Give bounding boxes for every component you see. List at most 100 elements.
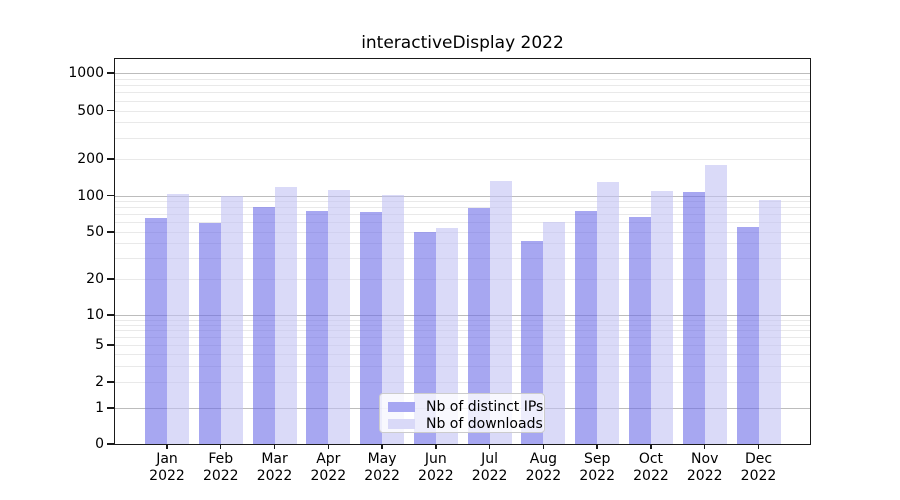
gridline-minor <box>115 85 810 87</box>
gridline-minor <box>115 122 810 124</box>
x-tick-month: Jul <box>481 451 499 467</box>
y-tick-label: 500 <box>77 102 104 119</box>
x-tick-year: 2022 <box>740 468 777 484</box>
x-tick-label: Jan 2022 <box>135 451 199 485</box>
x-tick-year: 2022 <box>471 468 508 484</box>
x-tick-year: 2022 <box>686 468 723 484</box>
x-tick-year: 2022 <box>202 468 239 484</box>
gridline-minor <box>115 279 810 280</box>
x-tick-year: 2022 <box>364 468 400 484</box>
y-tick-mark <box>107 278 114 280</box>
gridline-minor <box>115 78 810 80</box>
x-tick-year: 2022 <box>418 468 454 484</box>
gridline-minor <box>115 330 810 332</box>
x-tick-year: 2022 <box>525 468 562 484</box>
y-tick-mark <box>107 344 114 346</box>
x-tick-month: Dec <box>744 451 773 467</box>
gridline-minor <box>115 214 810 216</box>
x-tick-label: May 2022 <box>350 451 414 485</box>
x-tick-mark <box>381 444 383 449</box>
bar-distinct-ips-jul <box>467 207 490 444</box>
gridline-minor <box>115 159 810 160</box>
x-tick-label: Nov 2022 <box>673 451 737 485</box>
gridline-minor <box>115 365 810 367</box>
x-tick-month: Aug <box>529 451 558 467</box>
bar-downloads-may <box>382 194 405 444</box>
x-tick-label: Apr 2022 <box>296 451 360 485</box>
legend-row: Nb of distinct IPs <box>380 399 544 415</box>
x-tick-month: May <box>367 451 397 467</box>
x-tick-label: Jun 2022 <box>404 451 468 485</box>
gridline-minor <box>115 354 810 355</box>
gridline-minor <box>115 319 810 321</box>
x-tick-mark <box>273 444 276 449</box>
y-tick-label: 2 <box>95 374 104 390</box>
legend-row: Nb of downloads <box>380 416 544 432</box>
y-tick-mark <box>107 109 114 112</box>
x-tick-label: Feb 2022 <box>189 451 253 485</box>
x-tick-year: 2022 <box>256 468 293 484</box>
y-tick-mark <box>107 381 114 383</box>
legend-swatch-downloads <box>388 419 415 429</box>
y-tick-mark <box>107 407 114 409</box>
gridline-major <box>115 73 810 74</box>
legend-label: Nb of downloads <box>426 416 543 432</box>
gridline-minor <box>115 258 810 260</box>
x-tick-label: Oct 2022 <box>619 451 683 485</box>
y-tick-label: 50 <box>86 224 104 240</box>
x-tick-mark <box>596 444 598 449</box>
gridline-major <box>115 195 810 197</box>
legend-swatch-distinct-ips <box>388 402 415 412</box>
bar-distinct-ips-may <box>360 212 383 444</box>
gridline-minor <box>115 100 810 102</box>
x-tick-label: Mar 2022 <box>243 451 307 485</box>
bar-distinct-ips-nov <box>682 191 705 444</box>
y-tick-mark <box>107 443 114 445</box>
bar-downloads-aug <box>543 222 566 444</box>
legend-label: Nb of distinct IPs <box>426 399 544 415</box>
x-tick-month: Oct <box>638 451 664 467</box>
bar-distinct-ips-dec <box>736 226 759 444</box>
bar-downloads-jan <box>167 193 189 444</box>
x-tick-mark <box>435 444 437 449</box>
bar-distinct-ips-jun <box>413 232 436 444</box>
x-tick-mark <box>704 444 706 449</box>
gridline-major <box>115 315 810 316</box>
x-tick-month: Jan <box>156 451 178 467</box>
gridline-minor <box>115 324 810 326</box>
bar-distinct-ips-jan <box>145 218 167 444</box>
x-tick-month: Nov <box>691 451 719 467</box>
gridline-minor <box>115 110 810 112</box>
x-tick-month: Sep <box>583 451 611 467</box>
bar-downloads-sep <box>597 181 620 444</box>
x-tick-mark <box>542 444 545 449</box>
x-tick-label: Sep 2022 <box>565 451 629 485</box>
gridline-minor <box>115 201 810 203</box>
gridline-minor <box>115 222 810 224</box>
bar-downloads-mar <box>274 186 297 444</box>
x-tick-mark <box>166 444 168 449</box>
gridline-minor <box>115 382 810 383</box>
x-tick-label: Aug 2022 <box>511 451 575 485</box>
y-tick-mark <box>107 231 114 233</box>
x-tick-month: Apr <box>316 451 341 467</box>
bar-distinct-ips-mar <box>252 207 275 444</box>
y-tick-label: 1000 <box>68 65 104 81</box>
y-tick-label: 200 <box>77 151 104 167</box>
bar-downloads-oct <box>650 191 673 444</box>
x-tick-label: Dec 2022 <box>727 451 791 485</box>
gridline-minor <box>115 137 810 139</box>
x-tick-label: Jul 2022 <box>458 451 522 485</box>
y-tick-label: 1 <box>95 400 104 416</box>
bar-downloads-dec <box>758 199 781 444</box>
y-tick-mark <box>107 194 114 197</box>
x-tick-year: 2022 <box>633 468 669 484</box>
x-tick-month: Mar <box>261 451 288 467</box>
x-tick-mark <box>650 444 652 449</box>
x-tick-mark <box>327 444 329 449</box>
x-tick-mark <box>488 444 491 449</box>
y-tick-label: 0 <box>95 436 104 452</box>
x-tick-month: Feb <box>208 451 234 467</box>
bar-downloads-jul <box>489 180 512 444</box>
